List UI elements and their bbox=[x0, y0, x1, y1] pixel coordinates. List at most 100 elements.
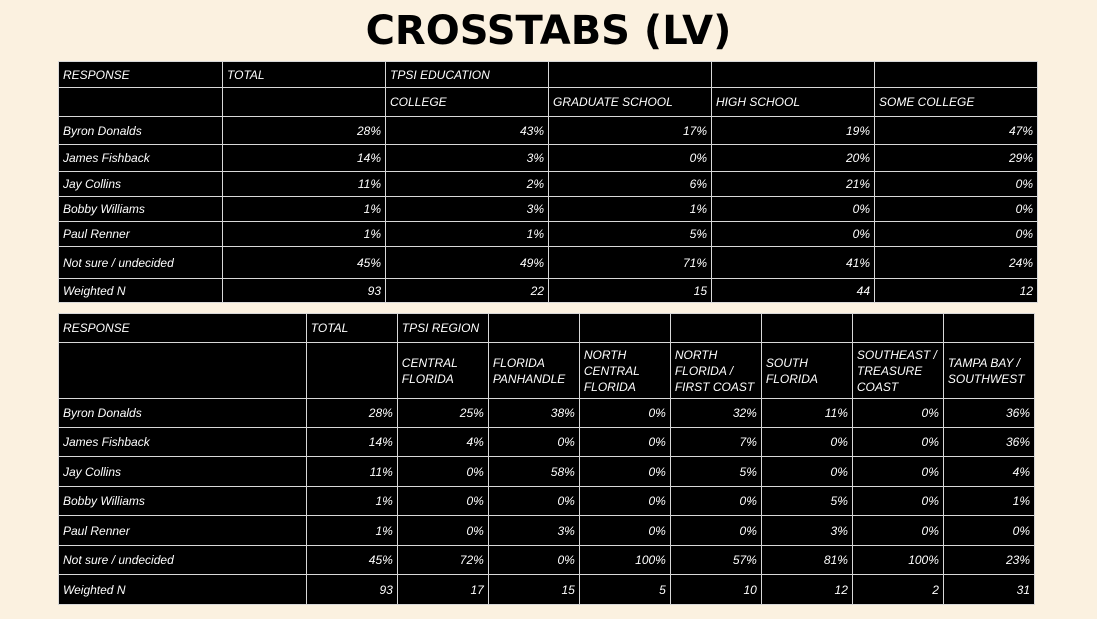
row-label: Paul Renner bbox=[58, 221, 223, 247]
column-header: CENTRAL FLORIDA bbox=[396, 342, 489, 399]
value-cell: 0% bbox=[942, 515, 1036, 546]
value-cell: 1% bbox=[942, 486, 1036, 516]
value-cell: 0% bbox=[760, 456, 853, 487]
value-cell: 0% bbox=[874, 171, 1038, 197]
empty-cell bbox=[548, 61, 712, 88]
value-cell: 72% bbox=[396, 545, 489, 575]
value-cell: 0% bbox=[711, 221, 875, 247]
total-cell: 14% bbox=[222, 144, 386, 172]
value-cell: 5 bbox=[578, 574, 671, 605]
header-row: RESPONSE TOTAL TPSI EDUCATION bbox=[58, 61, 1038, 88]
value-cell: 0% bbox=[578, 398, 671, 428]
data-row: Bobby Williams 1% 3% 1% 0% 0% bbox=[58, 196, 1038, 222]
value-cell: 0% bbox=[874, 196, 1038, 222]
column-header: TAMPA BAY / SOUTHWEST bbox=[942, 342, 1036, 399]
total-cell: 93 bbox=[305, 574, 398, 605]
data-row: Jay Collins 11% 0% 58% 0% 5% 0% 0% 4% bbox=[58, 456, 1036, 487]
value-cell: 20% bbox=[711, 144, 875, 172]
value-cell: 31 bbox=[942, 574, 1036, 605]
data-row: Paul Renner 1% 0% 3% 0% 0% 3% 0% 0% bbox=[58, 515, 1036, 546]
total-cell: 45% bbox=[305, 545, 398, 575]
column-header: COLLEGE bbox=[385, 87, 549, 117]
subheader-row: COLLEGE GRADUATE SCHOOL HIGH SCHOOL SOME CO… bbox=[58, 87, 1038, 117]
data-row: Bobby Williams 1% 0% 0% 0% 0% 5% 0% 1% bbox=[58, 486, 1036, 516]
crosstab-table: RESPONSE TOTAL TPSI REGION CENTRAL FLORIDA F… bbox=[58, 313, 1036, 605]
data-row: Not sure / undecided 45% 72% 0% 100% 57% 81% 10… bbox=[58, 545, 1036, 575]
value-cell: 71% bbox=[548, 246, 712, 279]
data-row: Byron Donalds 28% 25% 38% 0% 32% 11% 0% 36% bbox=[58, 398, 1036, 428]
value-cell: 57% bbox=[669, 545, 762, 575]
value-cell: 5% bbox=[548, 221, 712, 247]
value-cell: 36% bbox=[942, 427, 1036, 457]
row-label: Byron Donalds bbox=[58, 398, 307, 428]
value-cell: 0% bbox=[669, 515, 762, 546]
value-cell: 1% bbox=[548, 196, 712, 222]
value-cell: 23% bbox=[942, 545, 1036, 575]
empty-cell bbox=[305, 342, 398, 399]
value-cell: 0% bbox=[851, 486, 944, 516]
value-cell: 15 bbox=[487, 574, 580, 605]
value-cell: 3% bbox=[385, 144, 549, 172]
row-label: Byron Donalds bbox=[58, 116, 223, 145]
total-cell: 14% bbox=[305, 427, 398, 457]
total-cell: 1% bbox=[305, 486, 398, 516]
value-cell: 49% bbox=[385, 246, 549, 279]
column-header: FLORIDA PANHANDLE bbox=[487, 342, 580, 399]
total-cell: 1% bbox=[305, 515, 398, 546]
value-cell: 7% bbox=[669, 427, 762, 457]
value-cell: 4% bbox=[396, 427, 489, 457]
page-title: CROSSTABS (LV) bbox=[365, 8, 732, 54]
data-row: Paul Renner 1% 1% 5% 0% 0% bbox=[58, 221, 1038, 247]
empty-cell bbox=[942, 313, 1036, 343]
value-cell: 47% bbox=[874, 116, 1038, 145]
header-cell: TOTAL bbox=[222, 61, 386, 88]
subheader-row: CENTRAL FLORIDA FLORIDA PANHANDLE NORTH CE… bbox=[58, 342, 1036, 399]
row-label: Bobby Williams bbox=[58, 196, 223, 222]
value-cell: 22 bbox=[385, 278, 549, 303]
empty-cell bbox=[851, 313, 944, 343]
value-cell: 0% bbox=[578, 427, 671, 457]
value-cell: 58% bbox=[487, 456, 580, 487]
value-cell: 0% bbox=[874, 221, 1038, 247]
value-cell: 0% bbox=[669, 486, 762, 516]
row-label: Jay Collins bbox=[58, 171, 223, 197]
value-cell: 0% bbox=[578, 486, 671, 516]
column-header: HIGH SCHOOL bbox=[711, 87, 875, 117]
value-cell: 0% bbox=[396, 486, 489, 516]
value-cell: 12 bbox=[760, 574, 853, 605]
value-cell: 38% bbox=[487, 398, 580, 428]
row-label: Not sure / undecided bbox=[58, 545, 307, 575]
empty-cell bbox=[669, 313, 762, 343]
empty-cell bbox=[578, 313, 671, 343]
value-cell: 24% bbox=[874, 246, 1038, 279]
header-row: RESPONSE TOTAL TPSI REGION bbox=[58, 313, 1036, 343]
empty-cell bbox=[487, 313, 580, 343]
total-cell: 28% bbox=[222, 116, 386, 145]
total-cell: 93 bbox=[222, 278, 386, 303]
value-cell: 5% bbox=[669, 456, 762, 487]
value-cell: 100% bbox=[578, 545, 671, 575]
value-cell: 0% bbox=[851, 398, 944, 428]
row-label: James Fishback bbox=[58, 427, 307, 457]
value-cell: 5% bbox=[760, 486, 853, 516]
value-cell: 21% bbox=[711, 171, 875, 197]
row-label: James Fishback bbox=[58, 144, 223, 172]
value-cell: 2 bbox=[851, 574, 944, 605]
value-cell: 32% bbox=[669, 398, 762, 428]
total-cell: 1% bbox=[222, 196, 386, 222]
row-label: Bobby Williams bbox=[58, 486, 307, 516]
empty-cell bbox=[58, 342, 307, 399]
value-cell: 0% bbox=[711, 196, 875, 222]
value-cell: 0% bbox=[487, 545, 580, 575]
value-cell: 25% bbox=[396, 398, 489, 428]
header-cell: TPSI EDUCATION bbox=[385, 61, 549, 88]
column-header: SOUTHEAST / TREASURE COAST bbox=[851, 342, 944, 399]
data-row: Byron Donalds 28% 43% 17% 19% 47% bbox=[58, 116, 1038, 145]
row-label: Weighted N bbox=[58, 574, 307, 605]
total-cell: 28% bbox=[305, 398, 398, 428]
header-cell: TOTAL bbox=[305, 313, 398, 343]
total-cell: 45% bbox=[222, 246, 386, 279]
total-cell: 1% bbox=[222, 221, 386, 247]
value-cell: 6% bbox=[548, 171, 712, 197]
total-cell: 11% bbox=[305, 456, 398, 487]
